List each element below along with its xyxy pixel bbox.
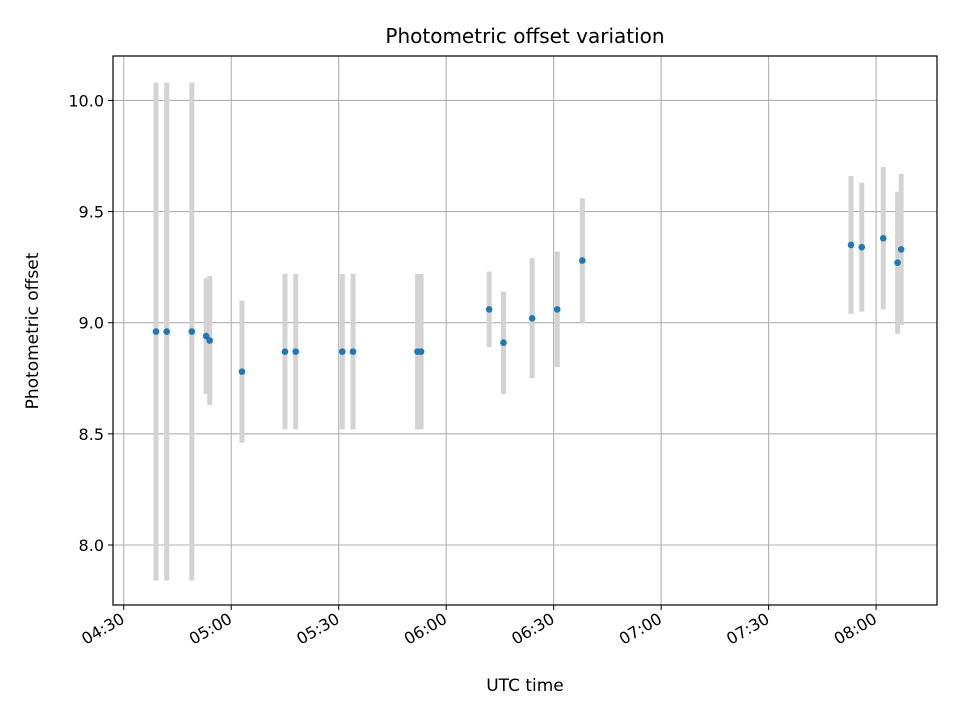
y-tick-label: 9.5 xyxy=(79,203,104,222)
y-axis-label: Photometric offset xyxy=(23,252,43,409)
y-axis-ticks: 8.0 8.5 9.0 9.5 10.0 xyxy=(68,91,113,555)
x-tick-label: 06:30 xyxy=(508,609,557,649)
plot-frame xyxy=(112,55,938,606)
grid xyxy=(113,56,937,605)
x-tick-label: 06:00 xyxy=(401,609,450,649)
x-tick-label: 07:30 xyxy=(723,609,772,649)
data-point xyxy=(897,246,905,253)
data-point xyxy=(281,348,289,355)
data-point xyxy=(349,348,357,355)
x-tick-label: 05:30 xyxy=(293,609,342,649)
y-tick-label: 8.0 xyxy=(79,536,104,555)
y-tick-label: 10.0 xyxy=(68,91,104,110)
x-axis-label: UTC time xyxy=(486,676,564,696)
data-point xyxy=(152,328,160,335)
data-point xyxy=(202,332,210,340)
data-point xyxy=(188,328,196,335)
data-point xyxy=(206,337,214,344)
data-point xyxy=(847,241,855,249)
data-point xyxy=(579,257,586,264)
data-point xyxy=(894,259,901,267)
data-point xyxy=(879,234,887,242)
data-point xyxy=(858,243,866,251)
data-point xyxy=(417,348,425,355)
x-axis-ticks: 04:30 05:00 05:30 06:00 06:30 07:00 07:30 08:00 xyxy=(78,605,880,649)
data-point xyxy=(163,328,171,335)
x-tick-label: 05:00 xyxy=(186,609,235,649)
data-point xyxy=(485,306,493,313)
chart-title: Photometric offset variation xyxy=(385,24,664,48)
y-tick-label: 9.0 xyxy=(79,314,104,333)
x-tick-label: 08:00 xyxy=(831,609,880,649)
data-point xyxy=(238,368,246,375)
data-point xyxy=(338,348,346,355)
data-point xyxy=(528,314,536,322)
x-tick-label: 07:00 xyxy=(616,609,665,649)
data-point xyxy=(500,339,507,347)
y-tick-label: 8.5 xyxy=(79,425,104,444)
data-point xyxy=(553,306,561,313)
error-bars xyxy=(153,82,904,581)
data-points xyxy=(152,234,905,375)
data-point xyxy=(292,348,300,355)
x-tick-label: 04:30 xyxy=(78,609,127,649)
